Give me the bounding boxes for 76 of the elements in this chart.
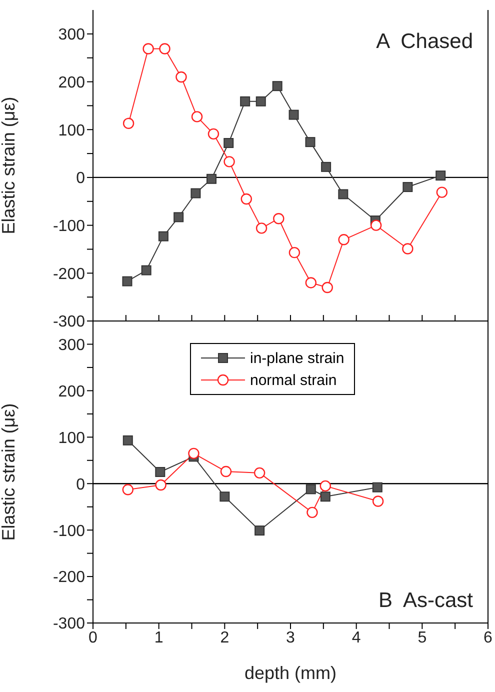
point xyxy=(272,81,282,92)
point xyxy=(305,277,317,288)
point xyxy=(402,182,413,192)
point xyxy=(208,128,220,140)
point xyxy=(240,96,250,106)
legend-label: normal strain xyxy=(250,372,337,388)
point xyxy=(220,492,230,502)
point xyxy=(321,162,332,172)
y-tick-label: -200 xyxy=(52,266,86,283)
point xyxy=(122,435,133,446)
legend-label: in-plane strain xyxy=(250,350,344,366)
point xyxy=(122,118,134,129)
point xyxy=(372,496,384,507)
x-tick-label: 3 xyxy=(286,629,296,646)
point xyxy=(122,484,134,496)
y-axis-title: Elastic strain (με) xyxy=(0,96,18,234)
annotation: A Chased xyxy=(376,30,473,54)
point xyxy=(155,467,166,477)
y-tick-label: 100 xyxy=(58,122,86,140)
point xyxy=(273,213,284,224)
x-axis-title: depth (mm) xyxy=(244,663,337,683)
point xyxy=(305,137,316,148)
point xyxy=(338,189,348,200)
point xyxy=(159,43,170,54)
x-tick-label: 2 xyxy=(220,629,230,646)
x-tick-label: 5 xyxy=(418,629,427,646)
x-tick-label: 1 xyxy=(154,629,164,646)
y-axis-title: Elastic strain (με) xyxy=(0,403,18,541)
x-tick-label: 6 xyxy=(484,629,493,646)
y-tick-label: 300 xyxy=(58,26,86,44)
point xyxy=(191,111,203,122)
point xyxy=(158,231,168,242)
point xyxy=(141,265,152,276)
point xyxy=(224,156,235,168)
point xyxy=(174,212,184,222)
point xyxy=(436,186,448,198)
point xyxy=(254,526,265,536)
point xyxy=(122,276,132,286)
y-tick-label: 0 xyxy=(76,170,86,188)
y-tick-label: 0 xyxy=(76,476,86,494)
point xyxy=(240,193,252,205)
point xyxy=(320,480,331,492)
y-tick-label: -300 xyxy=(52,314,86,331)
point xyxy=(288,246,300,258)
point xyxy=(306,506,318,518)
point xyxy=(372,482,382,492)
point xyxy=(220,466,232,478)
point xyxy=(190,188,201,198)
y-tick-label: 200 xyxy=(58,383,86,400)
point xyxy=(142,43,154,54)
point xyxy=(224,138,234,148)
annotation: B As-cast xyxy=(378,589,473,613)
point xyxy=(155,479,166,491)
point xyxy=(306,484,316,494)
point xyxy=(338,234,350,246)
point xyxy=(256,96,266,106)
x-tick-label: 0 xyxy=(88,629,98,646)
point xyxy=(370,220,382,231)
y-tick-label: 300 xyxy=(58,336,86,354)
point xyxy=(288,110,299,120)
y-tick-label: -300 xyxy=(52,616,86,633)
point xyxy=(436,170,446,181)
point xyxy=(188,448,200,460)
x-tick-label: 4 xyxy=(352,629,361,646)
y-tick-label: -200 xyxy=(52,569,86,586)
point xyxy=(256,222,268,234)
y-tick-label: -100 xyxy=(52,218,86,235)
point xyxy=(402,243,414,254)
y-tick-label: 100 xyxy=(58,430,86,447)
point xyxy=(322,282,333,294)
point xyxy=(206,174,216,184)
y-tick-label: 200 xyxy=(58,74,86,92)
y-tick-label: -100 xyxy=(52,522,86,540)
point xyxy=(176,71,187,83)
point xyxy=(320,492,330,502)
point xyxy=(254,467,266,479)
